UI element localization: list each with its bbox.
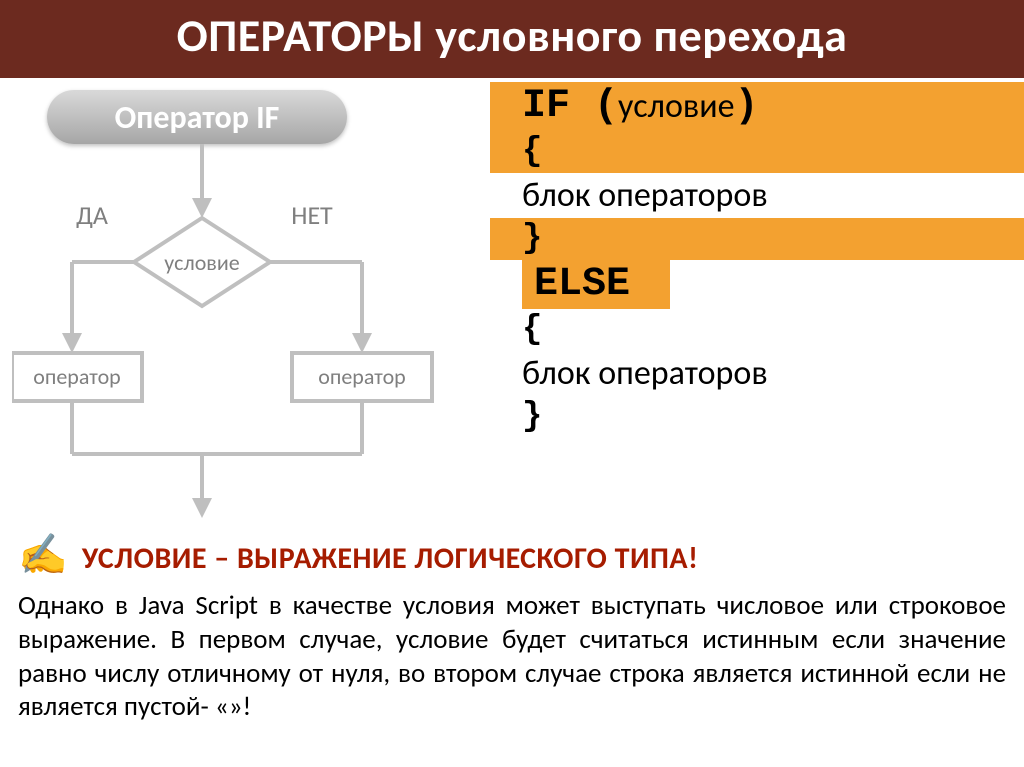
code-block: IF ( условие ) { блок операторов } ELSE … bbox=[490, 78, 1024, 524]
pill-label: Оператор IF bbox=[115, 98, 280, 137]
code-line-1: IF ( условие ) bbox=[490, 82, 1024, 131]
warning-text: УСЛОВИЕ – ВЫРАЖЕНИЕ ЛОГИЧЕСКОГО ТИПА! bbox=[82, 540, 699, 577]
op-left-label: оператор bbox=[33, 363, 120, 390]
code-line-5: ELSE bbox=[522, 260, 670, 309]
op-right-label: оператор bbox=[318, 363, 405, 390]
main-area: Оператор IF условие ДА НЕТ bbox=[0, 78, 1024, 524]
code-line-2: { bbox=[490, 131, 1024, 173]
title-bar: ОПЕРАТОРЫ условного перехода bbox=[0, 0, 1024, 78]
condition-label: условие bbox=[164, 249, 239, 276]
no-label: НЕТ bbox=[291, 199, 333, 231]
bottom-area: ✍ УСЛОВИЕ – ВЫРАЖЕНИЕ ЛОГИЧЕСКОГО ТИПА! … bbox=[0, 534, 1024, 724]
code-line-7: блок операторов bbox=[490, 351, 1024, 396]
page-title: ОПЕРАТОРЫ условного перехода bbox=[177, 8, 848, 64]
warning-row: ✍ УСЛОВИЕ – ВЫРАЖЕНИЕ ЛОГИЧЕСКОГО ТИПА! bbox=[18, 534, 1006, 583]
left-column: Оператор IF условие ДА НЕТ bbox=[0, 78, 490, 524]
yes-label: ДА bbox=[76, 199, 108, 231]
operator-if-pill: Оператор IF bbox=[47, 90, 347, 144]
code-line-4: } bbox=[490, 218, 1024, 260]
body-text: Однако в Java Script в качестве условия … bbox=[18, 589, 1006, 724]
code-line-8: } bbox=[490, 396, 1024, 438]
hand-icon: ✍ bbox=[18, 530, 68, 579]
if-flowchart: условие ДА НЕТ оператор оператор bbox=[12, 144, 482, 524]
code-line-3: блок операторов bbox=[490, 173, 1024, 218]
code-line-6: { bbox=[490, 309, 1024, 351]
